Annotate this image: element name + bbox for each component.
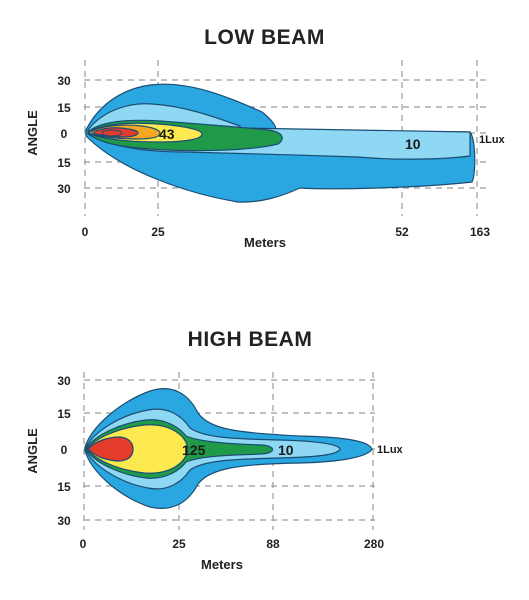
low-x-tick-0: 0 <box>82 225 89 239</box>
low-x-tick-52: 52 <box>395 225 409 239</box>
low-x-tick-25: 25 <box>151 225 165 239</box>
high-contour-red <box>88 436 134 462</box>
low-x-tick-163: 163 <box>470 225 490 239</box>
low-beam-chart: 43 10 1Lux 30 15 0 15 30 0 25 52 163 Met… <box>25 60 506 250</box>
low-label-10: 10 <box>405 136 421 152</box>
high-y-tick-30-top: 30 <box>57 374 71 388</box>
high-x-tick-88: 88 <box>266 537 280 551</box>
low-y-axis-label: ANGLE <box>25 110 40 156</box>
high-label-10: 10 <box>278 442 294 458</box>
low-label-43: 43 <box>159 126 175 142</box>
high-label-1lux: 1Lux <box>377 444 404 456</box>
low-y-tick-15-bottom: 15 <box>57 156 71 170</box>
high-beam-chart: 125 10 1Lux 30 15 0 15 30 0 25 88 280 Me… <box>25 372 404 572</box>
high-x-tick-0: 0 <box>80 537 87 551</box>
low-contour-core <box>101 129 123 137</box>
high-y-tick-15-top: 15 <box>57 407 71 421</box>
high-y-tick-30-bottom: 30 <box>57 514 71 528</box>
high-y-tick-15-bottom: 15 <box>57 480 71 494</box>
low-beam-title: LOW BEAM <box>204 26 325 49</box>
high-x-tick-25: 25 <box>172 537 186 551</box>
low-y-tick-0: 0 <box>61 127 68 141</box>
high-label-125: 125 <box>182 442 206 458</box>
high-y-axis-label: ANGLE <box>25 428 40 474</box>
low-y-tick-30-bottom: 30 <box>57 182 71 196</box>
low-y-tick-15-top: 15 <box>57 101 71 115</box>
low-y-tick-30-top: 30 <box>57 74 71 88</box>
high-x-tick-280: 280 <box>364 537 384 551</box>
low-x-axis-label: Meters <box>244 235 286 250</box>
high-y-tick-0: 0 <box>61 443 68 457</box>
high-beam-title: HIGH BEAM <box>187 328 313 351</box>
low-label-1lux: 1Lux <box>479 134 506 146</box>
high-x-axis-label: Meters <box>201 557 243 572</box>
